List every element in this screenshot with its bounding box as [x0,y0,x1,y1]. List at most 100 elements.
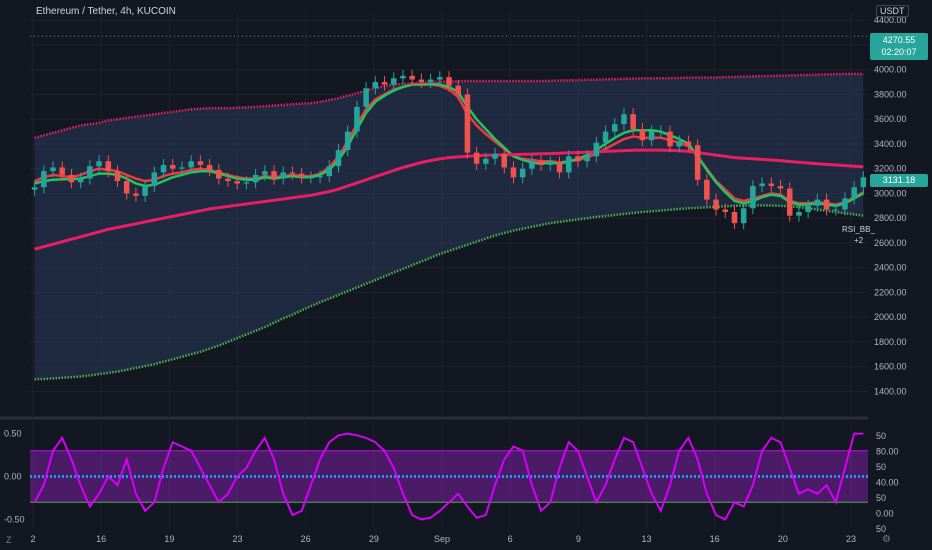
candle-body [639,129,646,141]
osc-right-tick: 40.00 [876,478,899,488]
y-tick-label: 3000.00 [874,188,907,198]
x-tick-label: 26 [301,534,311,544]
candle-body [722,209,729,212]
osc-right-tick: 50 [876,431,886,441]
candle-body [529,161,535,169]
x-tick-label: 9 [576,534,581,544]
candle-body [584,156,590,162]
candle-body [759,183,765,187]
bollinger-band [34,73,864,380]
candle-body [630,114,636,130]
last-price-label: 3131.18 [870,174,928,187]
candle-body [427,79,434,83]
candle-body [41,171,47,188]
candle-body [860,177,867,188]
candle-body [731,212,738,224]
indicator-name[interactable]: RSI_BB_ [842,225,875,234]
candle-body [298,173,305,178]
candle-body [160,164,167,173]
corner-label[interactable]: Z [6,535,12,545]
candle-body [188,161,194,168]
candle-body [50,167,56,172]
candle-body [317,176,323,178]
y-tick-label: 3200.00 [874,164,907,174]
y-tick-label: 3400.00 [874,139,907,149]
countdown-value: 02:20:07 [881,47,917,57]
candle-body [77,178,84,183]
candle-body [483,158,489,164]
candle-body [538,161,544,165]
osc-left-tick: 0.50 [4,429,22,439]
osc-band [30,450,868,503]
candle-body [151,172,158,187]
candle-body [446,77,452,86]
chart-title: Ethereum / Tether, 4h, KUCOIN [36,6,176,17]
candle-body [704,179,710,200]
candle-body [344,131,351,151]
candle-body [602,131,609,143]
y-tick-label: 3800.00 [874,89,907,99]
y-tick-label: 1400.00 [874,386,907,396]
candle-body [658,131,664,133]
candle-body [335,150,342,167]
x-tick-label: 6 [508,534,513,544]
candle-body [216,169,222,179]
candle-body [676,141,682,147]
candle-body [740,208,747,224]
candle-body [409,75,415,80]
candle-body [96,161,102,167]
candle-body [814,199,821,206]
candle-body [206,164,213,170]
x-tick-label: 16 [710,534,720,544]
osc-right-tick: 0.00 [876,509,894,519]
y-tick-label: 3600.00 [874,114,907,124]
candle-body [510,167,517,178]
candle-body [667,131,673,147]
candle-body [252,174,259,183]
y-tick-label: 1600.00 [874,362,907,372]
candle-body [685,141,692,146]
osc-right-tick: 50 [876,524,886,534]
candle-body [326,166,333,177]
y-tick-label: 2000.00 [874,312,907,322]
candle-body [611,124,618,132]
currency-badge[interactable]: USDT [876,5,909,17]
candle-body [768,183,775,187]
price-marker-value: 4270.55 [882,35,916,45]
candle-body [777,186,784,189]
candle-body [492,153,498,159]
oscillator-pane: 0.50 0.00 -0.50 50 80.00 50 40.00 50 0.00 50 [4,429,899,534]
y-tick-label: 4000.00 [874,65,907,75]
indicator-more[interactable]: +2 [854,236,864,245]
candle-body [501,153,508,168]
y-tick-label: 2800.00 [874,213,907,223]
candle-body [750,186,756,209]
osc-right-tick: 50 [876,462,886,472]
y-tick-label: 4400.00 [874,15,907,25]
candle-body [390,78,397,85]
candle-body [179,167,185,169]
candle-body [114,171,121,182]
candle-body [805,205,811,212]
candle-body [243,182,250,184]
candle-body [565,156,572,173]
candle-body [381,82,388,85]
osc-right-tick: 50 [876,493,886,503]
y-tick-label: 1800.00 [874,337,907,347]
series-line [34,148,864,251]
x-tick-label: 23 [232,534,242,544]
gear-icon[interactable]: ⚙ [882,534,891,545]
candle-body [547,162,554,165]
candle-body [59,167,65,175]
candle-body [823,199,830,210]
candle-body [833,209,839,211]
candle-body [68,174,75,183]
candle-body [621,114,627,125]
x-tick-label: 2 [30,534,35,544]
candle-body [133,193,139,196]
candle-body [437,77,443,80]
price-marker: 4270.55 02:20:07 [870,33,928,60]
candle-body [105,161,112,172]
y-tick-label: 2600.00 [874,238,907,248]
candle-body [842,198,848,210]
